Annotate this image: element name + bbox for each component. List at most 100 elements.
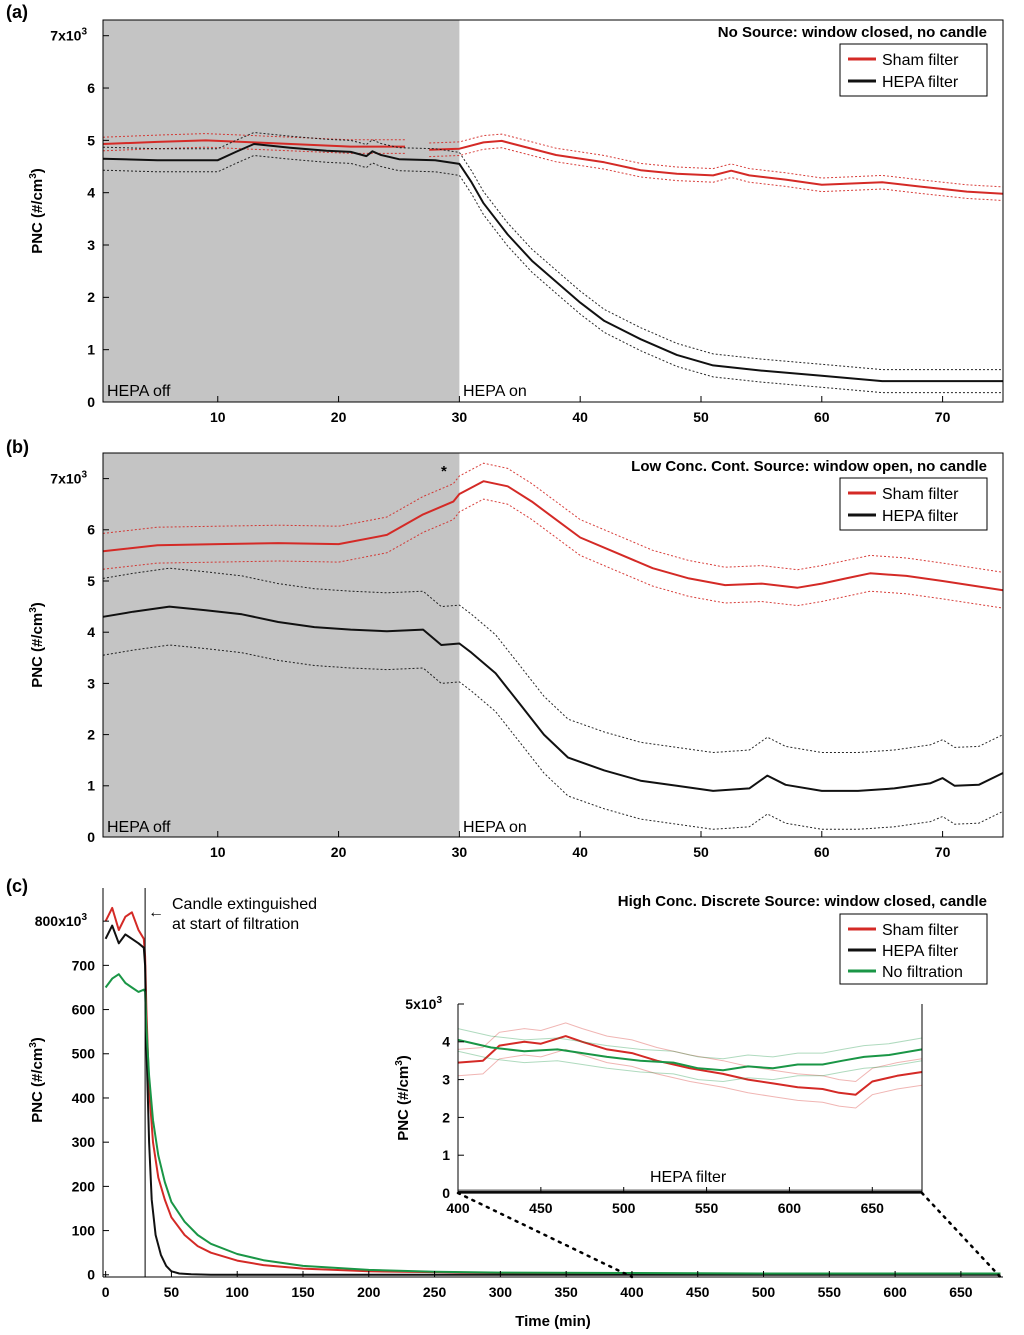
uncertainty-bound-hepa-filter xyxy=(102,131,1003,371)
panel-a-frame xyxy=(102,19,1004,403)
x-tick-label: 650 xyxy=(949,1284,973,1300)
y-tick-label: 2 xyxy=(87,727,95,743)
panel-a-legend: Sham filter HEPA filter xyxy=(839,43,988,97)
zoom-connector-right xyxy=(920,1191,1002,1279)
hepa-on-label: HEPA on xyxy=(463,819,527,836)
uncertainty-bound-sham-filter xyxy=(429,133,1004,188)
y-tick-label: 0 xyxy=(442,1185,450,1201)
x-tick-label: 40 xyxy=(572,409,588,425)
hepa-off-label: HEPA off xyxy=(107,819,171,836)
annotation-line-1: Candle extinguished xyxy=(172,896,317,913)
y-tick-label: 6 xyxy=(87,80,95,96)
zoom-connector-left xyxy=(456,1191,634,1279)
legend-box xyxy=(839,477,988,531)
panel-c-label: (c) xyxy=(6,876,28,896)
x-tick-label: 50 xyxy=(164,1284,180,1300)
x-tick-label: 150 xyxy=(291,1284,315,1300)
uncertainty-bound-sham-filter xyxy=(457,1022,923,1083)
series-line-hepa-filter xyxy=(104,924,1001,1276)
x-tick-label: 50 xyxy=(693,409,709,425)
x-tick-label: 20 xyxy=(331,409,347,425)
inset-chart: 400 450 500 550 600 650 0 1 2 3 4 5x103 HEPA filter… xyxy=(394,995,924,1216)
y-tick-label: 5x103 xyxy=(405,995,442,1012)
y-tick-label: 500 xyxy=(72,1046,96,1062)
hepa-off-shaded-region xyxy=(103,453,460,837)
series-line-sham-filter xyxy=(102,480,1004,592)
y-tick-label: 1 xyxy=(87,342,95,358)
panel-a: 10 20 30 40 50 60 70 0 1 2 3 4 5 6 7x103 (a) No Source… xyxy=(6,2,1004,425)
panel-b-legend: Sham filter HEPA filter xyxy=(839,477,988,531)
x-tick-label: 450 xyxy=(686,1284,710,1300)
panel-c-xlabel: Time (min) xyxy=(515,1313,591,1330)
x-tick-label: 70 xyxy=(935,409,951,425)
x-tick-label: 10 xyxy=(210,409,226,425)
panel-b-label: (b) xyxy=(6,437,29,457)
x-tick-label: 600 xyxy=(883,1284,907,1300)
x-tick-label: 600 xyxy=(778,1200,802,1216)
legend-label-nofilt: No filtration xyxy=(882,964,963,981)
panel-a-ylabel: PNC (#/cm3) xyxy=(28,168,46,254)
legend-label-sham: Sham filter xyxy=(882,486,959,503)
annotation-arrow: ← xyxy=(148,904,164,921)
legend-label-hepa: HEPA filter xyxy=(882,74,959,91)
inset-axes: 400 450 500 550 600 650 0 1 2 3 4 5x103 xyxy=(405,995,884,1216)
x-tick-label: 400 xyxy=(620,1284,644,1300)
legend-label-hepa: HEPA filter xyxy=(882,943,959,960)
uncertainty-bound-sham-filter xyxy=(102,498,1004,609)
panel-b-frame xyxy=(102,452,1004,838)
panel-a-series xyxy=(102,131,1004,394)
y-tick-label: 7x103 xyxy=(50,470,87,487)
series-line-sham-filter xyxy=(102,139,405,148)
panel-a-label: (a) xyxy=(6,2,28,22)
y-tick-label: 0 xyxy=(87,829,95,845)
panel-b-title: Low Conc. Cont. Source: window open, no … xyxy=(631,458,987,475)
y-tick-label: 3 xyxy=(442,1072,450,1088)
y-tick-label: 2 xyxy=(442,1109,450,1125)
y-tick-label: 700 xyxy=(72,957,96,973)
series-line-hepa-filter xyxy=(102,143,1003,383)
y-tick-label: 5 xyxy=(87,573,95,589)
y-tick-label: 800x103 xyxy=(35,912,88,929)
y-tick-label: 6 xyxy=(87,522,95,538)
x-tick-label: 550 xyxy=(818,1284,842,1300)
panel-b: 10 20 30 40 50 60 70 0 1 2 3 4 5 6 7x103 (b) Low Conc.… xyxy=(6,437,1004,861)
y-tick-label: 2 xyxy=(87,289,95,305)
series-line-no-filtration xyxy=(104,973,1001,1275)
y-tick-label: 4 xyxy=(442,1034,450,1050)
y-tick-label: 1 xyxy=(442,1147,450,1163)
uncertainty-bound-no-filtration xyxy=(457,1028,923,1060)
x-tick-label: 0 xyxy=(102,1284,110,1300)
inset-hepa-label: HEPA filter xyxy=(650,1169,727,1186)
asterisk-annotation: * xyxy=(441,463,447,480)
series-line-sham-filter xyxy=(429,139,1004,195)
x-tick-label: 50 xyxy=(693,844,709,860)
hepa-on-label: HEPA on xyxy=(463,383,527,400)
y-tick-label: 1 xyxy=(87,778,95,794)
panel-b-axes: 10 20 30 40 50 60 70 0 1 2 3 4 5 6 7x103 xyxy=(50,470,950,861)
panel-a-title: No Source: window closed, no candle xyxy=(718,24,987,41)
y-tick-label: 0 xyxy=(87,394,95,410)
y-tick-label: 3 xyxy=(87,675,95,691)
uncertainty-bound-sham-filter xyxy=(429,147,1004,201)
x-tick-label: 70 xyxy=(935,844,951,860)
panel-c-title: High Conc. Discrete Source: window close… xyxy=(618,893,987,910)
panel-c-ylabel: PNC (#/cm3) xyxy=(28,1037,46,1123)
y-tick-label: 400 xyxy=(72,1090,96,1106)
hepa-off-shaded-region xyxy=(103,20,460,402)
y-tick-label: 200 xyxy=(72,1178,96,1194)
uncertainty-bound-no-filtration xyxy=(457,1050,923,1083)
y-tick-label: 7x103 xyxy=(50,27,87,44)
y-tick-label: 600 xyxy=(72,1001,96,1017)
x-tick-label: 30 xyxy=(452,844,468,860)
y-tick-label: 100 xyxy=(72,1222,96,1238)
series-line-no-filtration xyxy=(457,1038,923,1072)
x-tick-label: 20 xyxy=(331,844,347,860)
uncertainty-bound-hepa-filter xyxy=(102,154,1003,394)
x-tick-label: 500 xyxy=(612,1200,636,1216)
inset-background xyxy=(454,1000,924,1195)
y-tick-label: 300 xyxy=(72,1134,96,1150)
x-tick-label: 200 xyxy=(357,1284,381,1300)
x-tick-label: 300 xyxy=(489,1284,513,1300)
x-tick-label: 60 xyxy=(814,844,830,860)
y-tick-label: 4 xyxy=(87,185,95,201)
